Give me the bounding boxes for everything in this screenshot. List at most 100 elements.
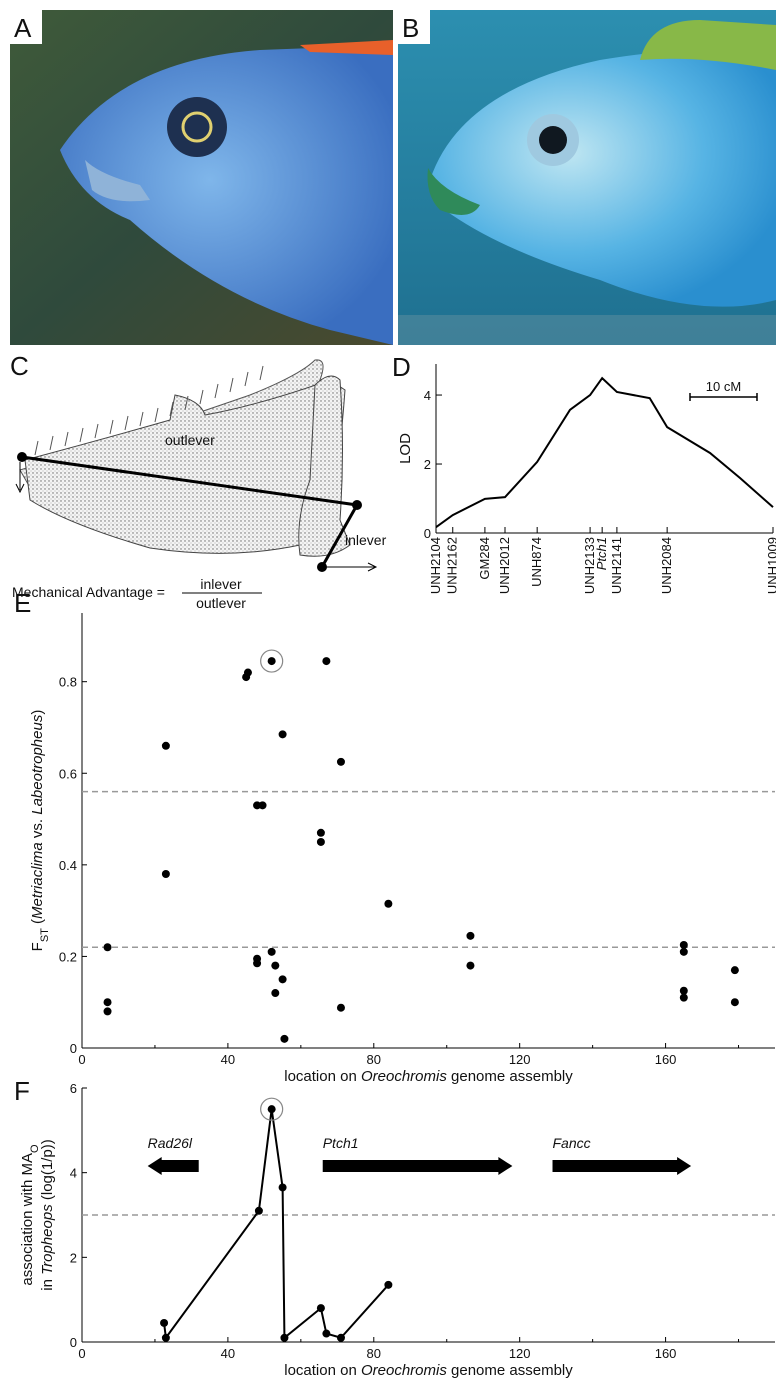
data-point <box>679 993 688 1002</box>
x-axis-label: location on Oreochromis genome assembly <box>284 1068 573 1085</box>
label-run: location on <box>284 1068 361 1085</box>
y-tick-label: 6 <box>70 1081 77 1096</box>
data-point <box>161 1333 170 1342</box>
force-arrow <box>15 462 25 494</box>
y-axis-label: LOD <box>397 433 414 464</box>
photo-a: A <box>10 10 393 345</box>
x-tick-label: UNH2141 <box>609 537 624 594</box>
data-point <box>254 1206 263 1215</box>
data-point <box>384 1280 393 1289</box>
y-tick-label: 2 <box>70 1250 77 1265</box>
fish-lip <box>85 160 150 202</box>
y-tick-label: 4 <box>424 388 431 403</box>
data-point <box>278 730 287 739</box>
x-tick-label: 80 <box>367 1052 381 1067</box>
label-run: Tropheops <box>39 1204 56 1275</box>
x-tick-label: UNH2133 <box>582 537 597 594</box>
x-tick-label: 0 <box>78 1052 85 1067</box>
chart-panel: E 0 0.2 0.4 0.6 0.8 0 40 80 120 160 FST (Metriaclim… <box>14 588 775 1085</box>
label-run: Oreochromis <box>361 1362 447 1379</box>
data-point <box>253 801 262 810</box>
data-point <box>679 940 688 949</box>
y-tick-label: 4 <box>70 1166 77 1181</box>
data-point <box>267 947 276 956</box>
panel-label-box <box>10 10 42 44</box>
data-point <box>280 1034 289 1043</box>
x-tick-label: 120 <box>509 1346 531 1361</box>
scale-bar-label: 10 cM <box>706 379 741 394</box>
data-point <box>258 801 267 810</box>
y-axis-label: association with MAO <box>19 1144 41 1286</box>
x-tick-label: 40 <box>221 1346 235 1361</box>
panel-label: D <box>392 352 411 382</box>
label-run: association with MA <box>19 1153 36 1286</box>
fish-body <box>60 45 393 345</box>
label-run: Oreochromis <box>361 1068 447 1085</box>
label-run: F <box>29 942 46 951</box>
gene-arrow <box>147 1157 199 1175</box>
rock <box>398 315 776 345</box>
data-point <box>103 998 112 1007</box>
label-run: LOD <box>397 433 414 464</box>
pivot-dot <box>352 500 362 510</box>
fish-body <box>430 50 776 307</box>
data-point <box>271 989 280 998</box>
y-tick-label: 0 <box>70 1335 77 1350</box>
label-run: genome assembly <box>447 1068 573 1085</box>
x-tick-label: UNH2012 <box>497 537 512 594</box>
fish-fin <box>640 20 776 70</box>
y-tick-label: 0 <box>424 526 431 541</box>
x-tick-label: UNH2104 <box>428 537 443 594</box>
y-tick-label: 0.4 <box>59 858 77 873</box>
x-tick-label: 120 <box>509 1052 531 1067</box>
y-tick-label: 0.6 <box>59 766 77 781</box>
data-point <box>271 961 280 970</box>
x-tick-label: UNH2084 <box>659 537 674 594</box>
x-axis-label: location on Oreochromis genome assembly <box>284 1362 573 1379</box>
label-run: ( <box>29 919 46 928</box>
data-point <box>679 986 688 995</box>
data-point <box>679 947 688 956</box>
fish-eye <box>167 97 227 157</box>
gene-label: Fancc <box>553 1135 591 1151</box>
highlight-ring <box>260 649 284 673</box>
data-point <box>103 943 112 952</box>
x-tick-label: 0 <box>78 1346 85 1361</box>
y-axis-label: FST (Metriaclima vs. Labeotropheus) <box>29 710 51 952</box>
gene-arrow <box>552 1157 692 1175</box>
panel-label: E <box>14 588 31 618</box>
data-point <box>267 1105 276 1114</box>
pivot-dot <box>17 452 27 462</box>
panel-label: F <box>14 1076 30 1106</box>
label-run: Labeotropheus <box>29 714 46 815</box>
data-point <box>243 668 252 677</box>
data-point <box>267 657 276 666</box>
label-run: vs. <box>29 815 46 843</box>
x-tick-label: Ptch1 <box>594 537 609 570</box>
data-point <box>336 757 345 766</box>
outlever-line <box>21 455 358 507</box>
data-point <box>322 657 331 666</box>
x-tick-label: GM284 <box>477 537 492 580</box>
x-tick-label: UNH1009 <box>765 537 776 594</box>
x-tick-label: UNH874 <box>529 537 544 587</box>
y-tick-label: 0 <box>70 1041 77 1056</box>
fish-eye-ring <box>181 111 213 143</box>
jaw-diagram: C outlever inlever Mechanical Advantage … <box>10 351 387 611</box>
panel-label: A <box>14 13 32 43</box>
label-run: ) <box>29 710 46 715</box>
data-point <box>253 959 262 968</box>
data-point <box>466 961 475 970</box>
gene-arrow <box>322 1157 513 1175</box>
panel-label: C <box>10 351 29 381</box>
photo-b: B <box>398 10 776 345</box>
x-tick-label: 40 <box>221 1052 235 1067</box>
data-point <box>730 966 739 975</box>
y-tick-label: 0.2 <box>59 949 77 964</box>
data-point <box>316 1304 325 1313</box>
data-point <box>466 931 475 940</box>
x-tick-label: UNH2162 <box>445 537 460 594</box>
data-point <box>278 1183 287 1192</box>
teeth <box>34 365 264 456</box>
